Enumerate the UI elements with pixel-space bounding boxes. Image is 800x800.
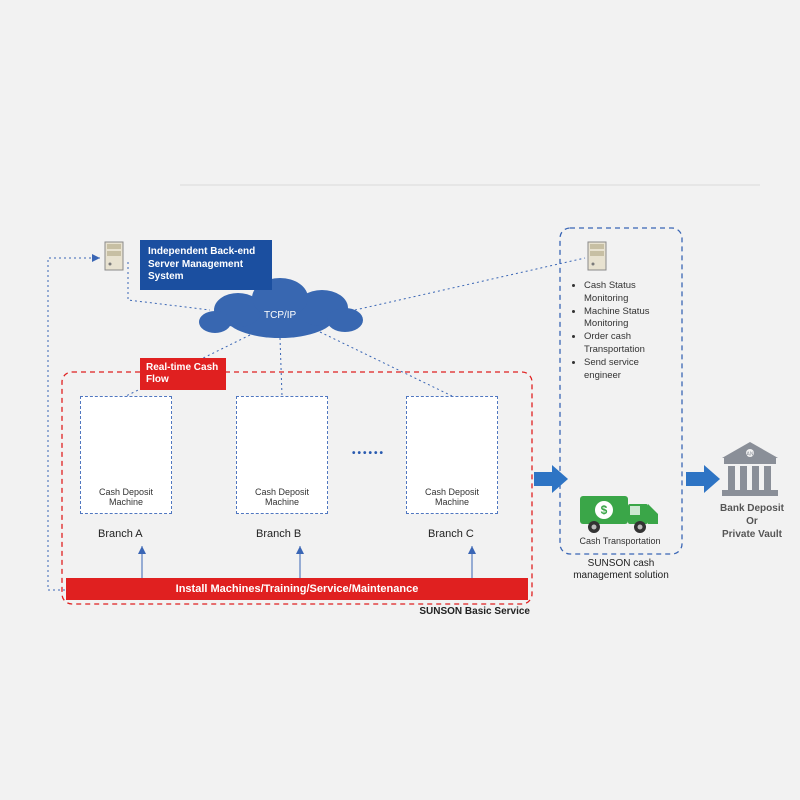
arrow-to-monitoring — [534, 465, 568, 493]
atm-box-b: Cash Deposit Machine — [236, 396, 328, 514]
cash-transportation-label: Cash Transportation — [572, 536, 668, 546]
solution-label: SUNSON cash management solution — [560, 558, 682, 582]
bank-icon: BANK — [722, 442, 778, 496]
atm-label-c: Cash Deposit Machine — [407, 487, 497, 507]
diagram-canvas: $ BANK Independent Back- — [0, 0, 800, 800]
arrow-to-bank — [686, 465, 720, 493]
branch-label-b: Branch B — [256, 528, 301, 540]
bank-deposit-label: Bank Deposit Or Private Vault — [712, 502, 792, 541]
atm-label-a: Cash Deposit Machine — [81, 487, 171, 507]
svg-text:BANK: BANK — [743, 452, 757, 458]
backend-system-box: Independent Back-end Server Management S… — [140, 240, 272, 290]
atm-label-b: Cash Deposit Machine — [237, 487, 327, 507]
ellipsis-dots: •••••• — [352, 448, 385, 459]
monitor-item: Machine Status Monitoring — [584, 306, 674, 332]
realtime-cash-flow-label: Real-time Cash Flow — [140, 358, 226, 390]
truck-icon: $ — [580, 496, 658, 533]
svg-text:$: $ — [601, 503, 608, 517]
basic-service-label: SUNSON Basic Service — [400, 606, 530, 617]
branch-label-a: Branch A — [98, 528, 143, 540]
server-icon-main — [105, 242, 123, 270]
monitoring-list-container: Cash Status Monitoring Machine Status Mo… — [570, 280, 674, 383]
monitor-item: Order cash Transportation — [584, 331, 674, 357]
monitoring-list: Cash Status Monitoring Machine Status Mo… — [570, 280, 674, 383]
atm-box-c: Cash Deposit Machine — [406, 396, 498, 514]
install-service-bar: Install Machines/Training/Service/Mainte… — [66, 578, 528, 600]
monitor-item: Send service engineer — [584, 357, 674, 383]
cloud-label: TCP/IP — [264, 310, 296, 321]
monitor-item: Cash Status Monitoring — [584, 280, 674, 306]
atm-box-a: Cash Deposit Machine — [80, 396, 172, 514]
server-icon-monitor — [588, 242, 606, 270]
branch-label-c: Branch C — [428, 528, 474, 540]
